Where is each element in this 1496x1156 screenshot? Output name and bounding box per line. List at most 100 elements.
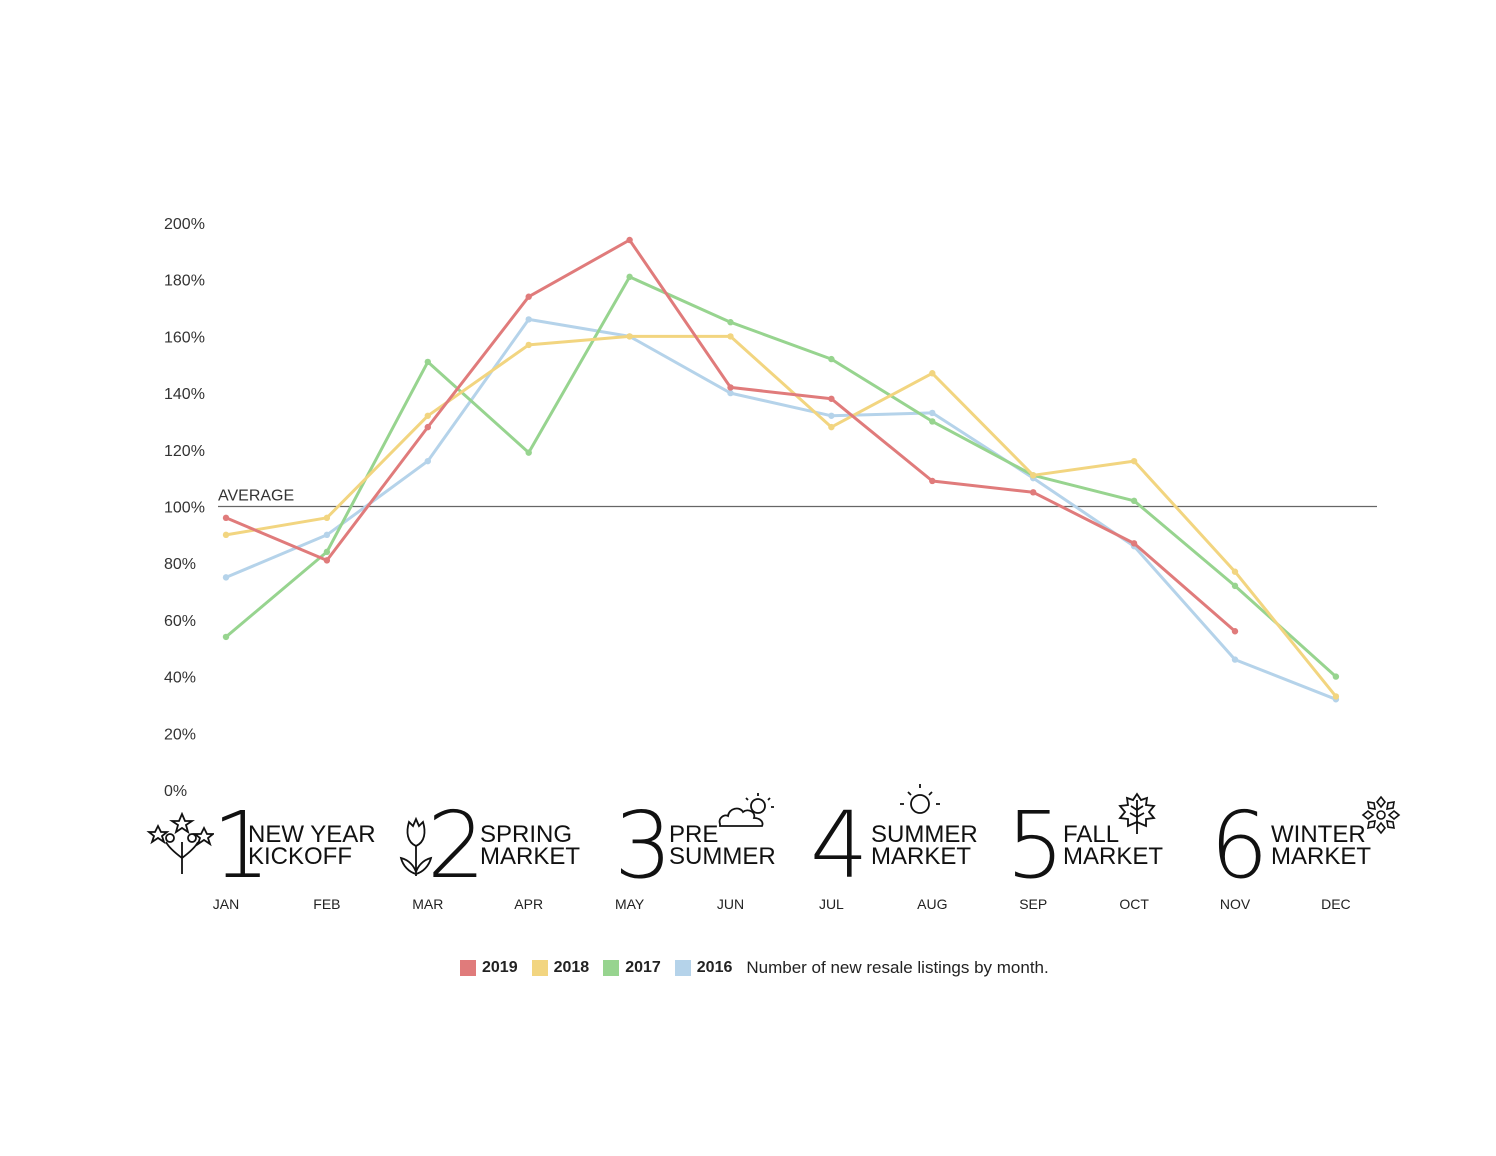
series-line <box>225 317 1337 701</box>
y-tick-label: 60% <box>164 613 196 630</box>
x-tick-label: JUN <box>717 896 744 912</box>
season-number: 2 <box>427 792 486 899</box>
y-tick-label: 180% <box>164 273 205 290</box>
data-point <box>626 333 633 340</box>
data-point <box>1030 489 1037 496</box>
data-point <box>1130 497 1138 505</box>
x-tick-label: JUL <box>819 896 844 912</box>
y-tick-label: 200% <box>164 216 205 233</box>
data-point <box>323 548 331 556</box>
data-point <box>1231 628 1239 635</box>
season-number: 3 <box>614 792 673 899</box>
fireworks-icon <box>146 812 214 874</box>
data-point <box>222 633 230 641</box>
data-point <box>424 423 431 431</box>
data-point <box>929 370 936 377</box>
tulip-icon <box>399 816 433 876</box>
season-number: 5 <box>1006 792 1065 899</box>
legend-label: 2018 <box>553 959 590 976</box>
y-tick-label: 80% <box>164 556 196 573</box>
data-point <box>323 557 331 564</box>
data-point <box>1332 673 1340 680</box>
data-point <box>525 341 532 349</box>
data-point <box>323 514 331 522</box>
data-point <box>323 531 331 539</box>
data-point <box>1030 472 1037 479</box>
y-tick-label: 40% <box>164 670 196 687</box>
y-tick-label: 0% <box>164 783 187 800</box>
season-3: 3 PRE SUMMER <box>614 792 784 899</box>
season-label: SPRING MARKET <box>480 821 581 870</box>
legend-swatch <box>460 960 476 976</box>
x-tick-label: APR <box>514 896 543 912</box>
data-point <box>222 514 230 522</box>
sun-cloud-icon <box>718 793 774 827</box>
legend-description: Number of new resale listings by month. <box>746 958 1049 977</box>
y-tick-label: 100% <box>164 500 205 517</box>
x-tick-label: SEP <box>1019 896 1047 912</box>
average-label: AVERAGE <box>218 488 294 505</box>
average-line: AVERAGE <box>218 488 1377 508</box>
data-point <box>424 457 431 465</box>
series-2019 <box>222 236 1239 635</box>
data-point <box>222 531 230 539</box>
season-label: NEW YEAR KICKOFF <box>248 821 376 870</box>
data-point <box>929 418 936 425</box>
x-tick-label: JAN <box>213 896 239 912</box>
series-line <box>225 334 1338 698</box>
x-tick-label: OCT <box>1119 896 1149 912</box>
x-tick-label: FEB <box>313 896 340 912</box>
data-point <box>1130 540 1138 547</box>
data-point <box>727 389 734 397</box>
season-4: 4 SUMMER MARKET <box>810 784 990 892</box>
data-point <box>424 358 431 366</box>
data-point <box>1231 568 1239 575</box>
season-label: WINTER MARKET <box>1271 821 1372 870</box>
y-tick-label: 120% <box>164 443 205 460</box>
legend-item-2016: 2016 <box>674 959 733 977</box>
y-tick-label: 20% <box>164 726 196 743</box>
data-point <box>1130 457 1138 465</box>
legend-swatch <box>603 960 620 976</box>
legend-swatch <box>531 960 548 976</box>
x-axis: JAN FEB MAR APR MAY JUN JUL AUG SEP OCT NOV DEC <box>213 896 1351 912</box>
legend-item-2017: 2017 <box>603 959 661 977</box>
x-tick-label: MAR <box>412 896 443 912</box>
y-tick-label: 140% <box>164 386 205 403</box>
series-group <box>222 236 1340 703</box>
data-point <box>828 355 835 363</box>
x-tick-label: DEC <box>1321 896 1351 912</box>
snowflake-icon <box>1361 795 1401 835</box>
season-2: 2 SPRING MARKET <box>395 792 595 899</box>
legend-label: 2016 <box>696 959 733 976</box>
data-point <box>929 409 936 417</box>
data-point <box>1231 582 1239 590</box>
data-point <box>727 319 734 326</box>
data-point <box>929 477 936 485</box>
data-point <box>828 412 835 419</box>
season-6: 6 WINTER MARKET <box>1210 792 1410 899</box>
data-point <box>525 449 532 456</box>
series-2016 <box>222 316 1340 703</box>
y-tick-label: 160% <box>164 329 205 346</box>
x-tick-label: MAY <box>615 896 645 912</box>
data-point <box>424 412 431 419</box>
data-point <box>828 395 835 402</box>
x-tick-label: AUG <box>917 896 947 912</box>
data-point <box>1332 693 1340 700</box>
x-tick-label: NOV <box>1220 896 1251 912</box>
series-line <box>225 275 1337 678</box>
legend-label: 2017 <box>625 959 661 976</box>
data-point <box>626 236 633 244</box>
leaf-icon <box>1118 792 1156 834</box>
legend: 2019 2018 2017 2016 Number of new resale… <box>460 957 1049 979</box>
season-number: 6 <box>1210 792 1269 899</box>
series-line <box>225 238 1236 633</box>
season-label: PRE SUMMER <box>669 821 776 870</box>
season-number: 1 <box>212 792 271 899</box>
season-1: 1 NEW YEAR KICKOFF <box>140 792 380 899</box>
data-point <box>525 293 532 300</box>
data-point <box>1231 656 1239 663</box>
data-point <box>525 316 532 323</box>
sun-icon <box>900 784 940 814</box>
